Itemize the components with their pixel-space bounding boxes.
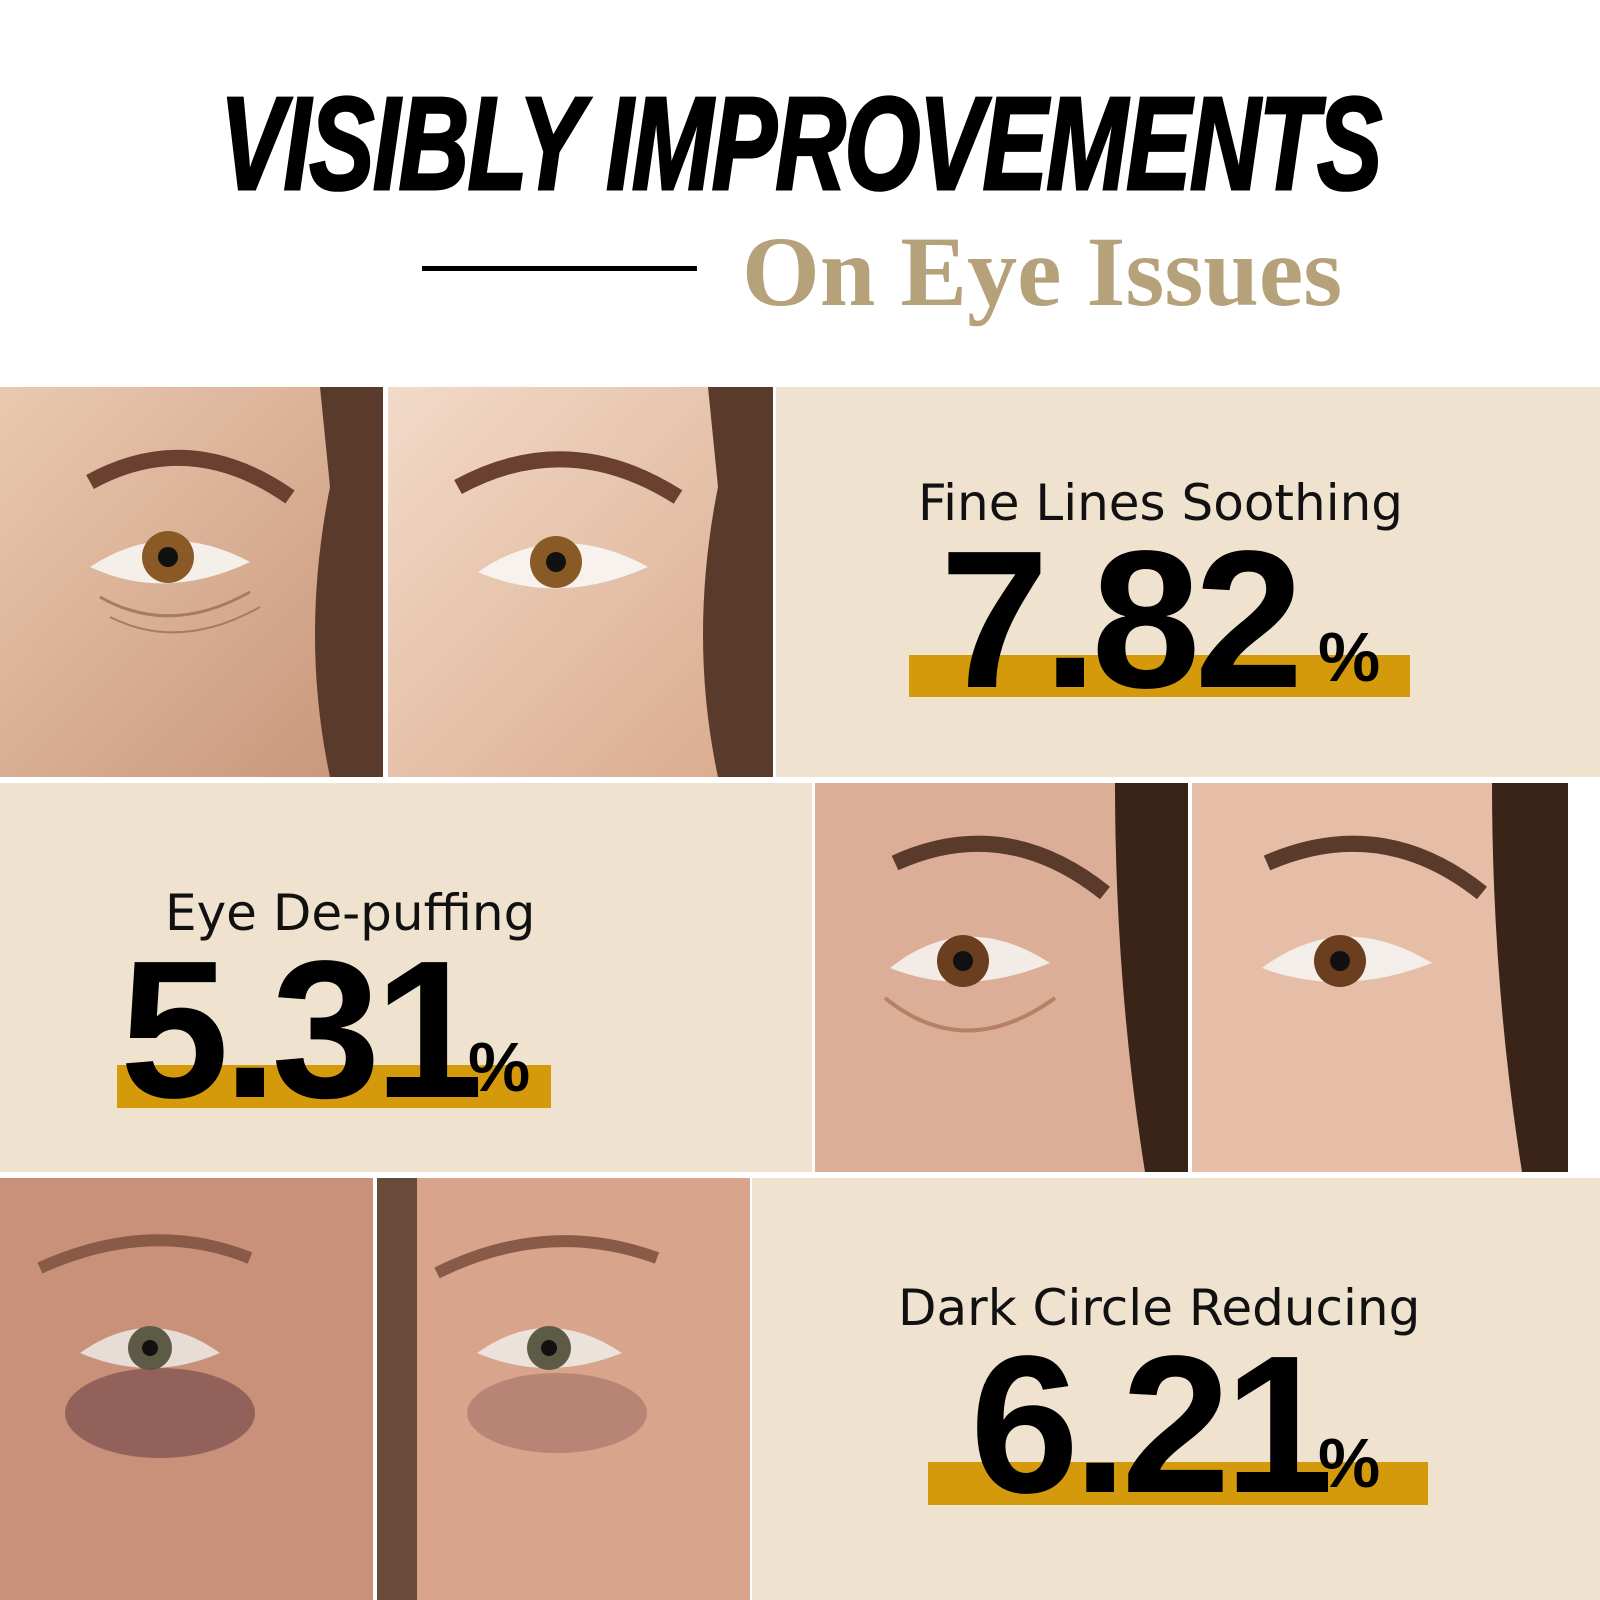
before-photo-de-puffing [815, 783, 1188, 1172]
stat-panel-fine-lines [776, 387, 1600, 777]
subheadline: On Eye Issues [742, 216, 1343, 327]
stat-unit: % [1318, 618, 1381, 696]
stat-unit: % [1318, 1424, 1381, 1502]
headline-text: VISIBLY IMPROVEMENTS [218, 70, 1383, 217]
after-photo-dark-circles [377, 1178, 750, 1600]
stat-label: Dark Circle Reducing [898, 1279, 1421, 1337]
highlight-bar [909, 655, 1410, 697]
stat-label: Fine Lines Soothing [918, 474, 1404, 532]
stat-label: Eye De-puffing [165, 884, 536, 942]
stat-value: 5.31 [120, 920, 483, 1139]
before-photo-fine-lines [0, 387, 383, 777]
after-photo-de-puffing [1192, 783, 1568, 1172]
headline: VISIBLY IMPROVEMENTS [0, 70, 1600, 217]
highlight-bar [928, 1462, 1428, 1505]
highlight-bar [117, 1065, 551, 1108]
stat-panel-dark-circles [752, 1178, 1600, 1600]
stat-unit: % [468, 1028, 531, 1106]
divider-line [422, 266, 697, 271]
after-photo-fine-lines [388, 387, 773, 777]
stat-value: 7.82 [940, 510, 1303, 729]
before-photo-dark-circles [0, 1178, 373, 1600]
stat-value: 6.21 [970, 1315, 1333, 1534]
